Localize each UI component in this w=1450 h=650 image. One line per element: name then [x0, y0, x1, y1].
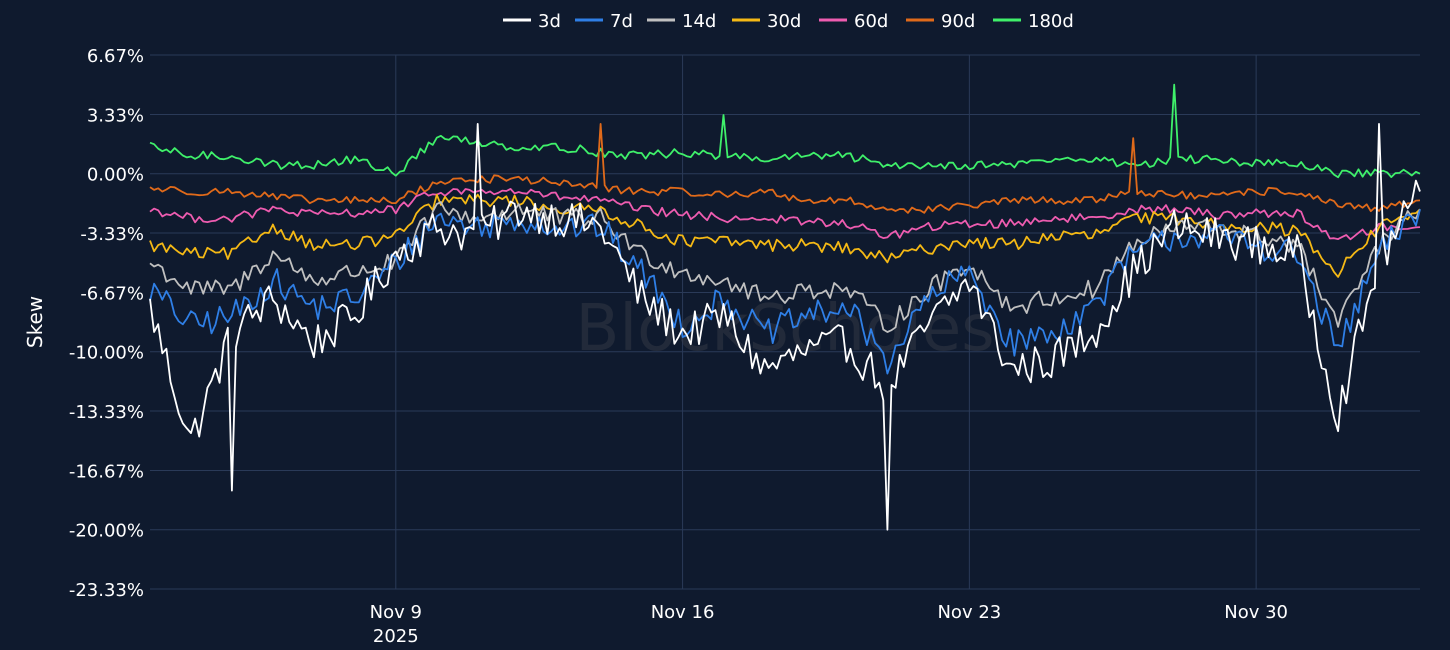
series-line-7d[interactable]: [149, 209, 1421, 375]
legend-label: 60d: [854, 11, 888, 32]
y-axis-ticks: 6.67% 3.33% 0.00% -3.33% -6.67% -10.00% -13.33…: [69, 46, 144, 601]
legend-item-3d[interactable]: 3d: [503, 11, 561, 32]
y-tick-label: -3.33%: [80, 224, 144, 245]
legend-item-90d[interactable]: 90d: [906, 11, 975, 32]
legend-item-7d[interactable]: 7d: [575, 11, 633, 32]
x-tick-label: Nov 23: [937, 602, 1001, 623]
legend-label: 90d: [941, 11, 975, 32]
legend-label: 180d: [1028, 11, 1074, 32]
grid: [150, 54, 1420, 590]
legend-label: 30d: [767, 11, 801, 32]
y-tick-label: -20.00%: [69, 521, 144, 542]
series-line-60d[interactable]: [149, 188, 1421, 241]
legend-label: 3d: [538, 11, 561, 32]
x-axis-ticks: Nov 9 2025 Nov 16 Nov 23 Nov 30: [370, 602, 1288, 647]
y-tick-label: 0.00%: [87, 165, 144, 186]
series-line-90d[interactable]: [149, 123, 1421, 214]
series-lines: [149, 83, 1421, 531]
legend-item-30d[interactable]: 30d: [732, 11, 801, 32]
legend-item-180d[interactable]: 180d: [993, 11, 1074, 32]
legend-label: 14d: [682, 11, 716, 32]
legend-label: 7d: [610, 11, 633, 32]
legend[interactable]: 3d 7d 14d 30d 60d 90d 180d: [503, 11, 1074, 32]
legend-item-60d[interactable]: 60d: [819, 11, 888, 32]
series-line-3d[interactable]: [149, 123, 1421, 531]
y-tick-label: -23.33%: [69, 580, 144, 601]
y-tick-label: 3.33%: [87, 105, 144, 126]
y-tick-label: -16.67%: [69, 461, 144, 482]
y-axis-title: Skew: [23, 296, 47, 348]
y-tick-label: -13.33%: [69, 402, 144, 423]
y-tick-label: 6.67%: [87, 46, 144, 67]
watermark: BlockScholes: [575, 292, 994, 366]
x-tick-label: Nov 9: [370, 602, 422, 623]
legend-item-14d[interactable]: 14d: [647, 11, 716, 32]
y-tick-label: -6.67%: [80, 283, 144, 304]
x-tick-sublabel: 2025: [373, 626, 419, 647]
y-tick-label: -10.00%: [69, 343, 144, 364]
x-tick-label: Nov 16: [651, 602, 715, 623]
series-line-180d[interactable]: [149, 83, 1421, 179]
x-tick-label: Nov 30: [1224, 602, 1288, 623]
